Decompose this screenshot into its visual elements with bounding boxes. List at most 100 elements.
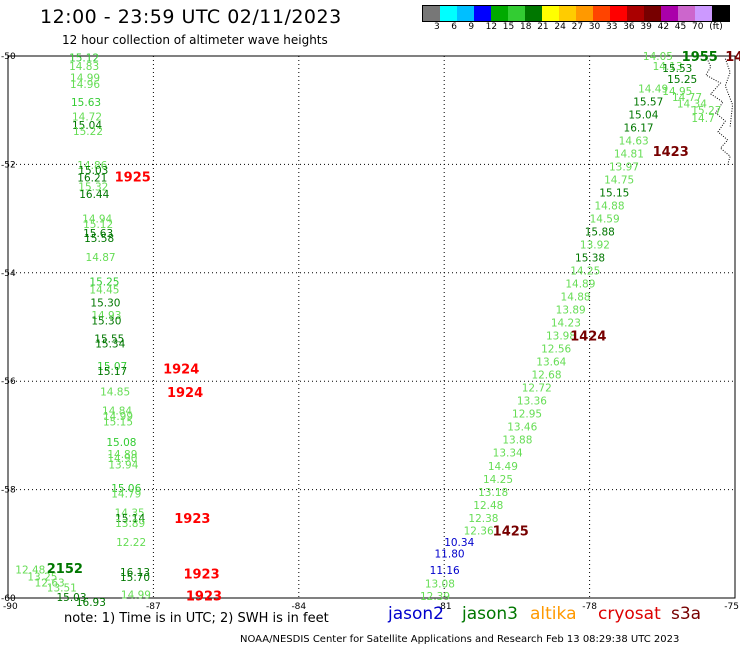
wave-height-label: 14.77 <box>672 92 702 104</box>
map-frame <box>7 55 736 599</box>
legend-label: (ft) <box>709 22 723 32</box>
wave-height-label: 15.53 <box>662 63 692 75</box>
legend-label: 30 <box>588 22 601 32</box>
wave-height-label: 13.64 <box>536 357 566 369</box>
wave-height-label: 13.89 <box>115 518 145 530</box>
time-label: 1923 <box>183 568 219 583</box>
wave-height-label: 13.08 <box>425 578 455 590</box>
wave-height-label: 14.94 <box>82 214 112 226</box>
wave-height-label: 14.87 <box>86 252 116 264</box>
wave-height-label: 15.12 <box>83 219 113 231</box>
y-axis-label: -52 <box>1 160 16 170</box>
satellite-cryosat: cryosat <box>598 604 661 624</box>
wave-height-label: 15.34 <box>95 338 125 350</box>
legend-label: 70 <box>692 22 704 32</box>
wave-height-label: 16.44 <box>79 189 109 201</box>
time-label: 1425 <box>493 524 529 539</box>
wave-height-label: 14.75 <box>604 175 634 187</box>
wave-height-label: 12.56 <box>541 344 571 356</box>
wave-height-label: 15.06 <box>111 483 141 495</box>
wave-height-label: 16.13 <box>120 567 150 579</box>
time-label: 2152 <box>47 562 83 577</box>
wave-height-label: 14.35 <box>115 507 145 519</box>
wave-height-label: 14.99 <box>103 411 133 423</box>
wave-height-label: 15.03 <box>56 592 86 604</box>
wave-height-label: 14.99 <box>121 590 151 602</box>
time-label: 1925 <box>115 170 151 185</box>
wave-height-label: 15.22 <box>73 126 103 138</box>
time-label: 1923 <box>174 512 210 527</box>
x-axis-label: -87 <box>146 602 161 612</box>
satellite-jason3: jason3 <box>462 604 518 624</box>
wave-height-label: 13.94 <box>108 460 138 472</box>
wave-height-label: 14.86 <box>77 160 107 172</box>
legend-swatch <box>440 6 457 21</box>
legend-swatch <box>712 6 729 21</box>
legend-swatch <box>644 6 661 21</box>
legend-swatch <box>457 6 474 21</box>
wave-height-label: 14.89 <box>565 279 595 291</box>
legend-label: 36 <box>623 22 635 32</box>
satellite-jason2: jason2 <box>388 604 444 624</box>
wave-height-label: 14.79 <box>111 488 141 500</box>
wave-height-label: 14.49 <box>638 84 668 96</box>
wave-height-label: 10.34 <box>444 537 474 549</box>
satellite-s3a: s3a <box>671 604 702 624</box>
y-axis-label: -58 <box>1 486 16 496</box>
wave-height-label: 14.90 <box>107 453 137 465</box>
wave-height-label: 14.88 <box>561 292 591 304</box>
wave-height-label: 15.08 <box>106 437 136 449</box>
x-axis-label: -84 <box>291 602 306 612</box>
page-subtitle: 12 hour collection of altimeter wave hei… <box>62 33 328 47</box>
legend-label: 12 <box>485 22 498 32</box>
legend-label: 24 <box>554 22 566 32</box>
wave-height-label: 12.48 <box>15 564 45 576</box>
legend-swatch <box>423 6 440 21</box>
legend-label: 27 <box>571 22 584 32</box>
legend-swatch <box>508 6 525 21</box>
wave-height-label: 16.21 <box>77 172 107 184</box>
x-axis-label: -78 <box>582 602 597 612</box>
wave-height-label: 14.83 <box>69 61 99 73</box>
wave-height-label: 14.93 <box>91 310 121 322</box>
legend-swatch <box>491 6 508 21</box>
wave-height-label: 15.58 <box>84 233 114 245</box>
wave-height-label: 13.36 <box>517 396 547 408</box>
wave-height-label: 14.59 <box>590 214 620 226</box>
wave-height-label: 15.70 <box>120 572 150 584</box>
wave-height-label: 15.14 <box>115 513 145 525</box>
wave-height-label: 12.95 <box>512 409 542 421</box>
legend-label: 45 <box>674 22 687 32</box>
wave-height-label: 14.05 <box>643 51 673 63</box>
wave-height-label: 14.85 <box>100 386 130 398</box>
legend-swatch <box>627 6 644 21</box>
wave-height-label: 14.45 <box>89 285 119 297</box>
page-title: 12:00 - 23:59 UTC 02/11/2023 <box>40 6 342 28</box>
wave-height-label: 13.88 <box>502 435 532 447</box>
legend-swatch <box>678 6 695 21</box>
legend-swatch <box>474 6 491 21</box>
wave-height-label: 14.7 <box>691 113 714 125</box>
wave-height-label: 14.34 <box>677 99 707 111</box>
wave-height-label: 14.49 <box>488 461 518 473</box>
wave-height-label: 13.97 <box>609 162 639 174</box>
legend-swatch <box>542 6 559 21</box>
wave-height-label: 15.55 <box>94 333 124 345</box>
wave-height-label: 14.81 <box>614 149 644 161</box>
legend-label: 33 <box>606 22 618 32</box>
coastline <box>705 55 731 165</box>
wave-height-label: 15.30 <box>90 298 120 310</box>
time-label: 1923 <box>186 589 222 604</box>
wave-height-label: 11.80 <box>435 549 465 561</box>
wave-height-label: 15.38 <box>575 253 605 265</box>
y-axis-label: -50 <box>1 52 16 62</box>
legend-label: 3 <box>434 22 440 32</box>
wave-height-label: 14.72 <box>72 112 102 124</box>
wave-height-label: 15.63 <box>83 228 113 240</box>
legend-label: 18 <box>520 22 532 32</box>
wave-height-label: 15.25 <box>667 74 697 86</box>
legend-swatch <box>576 6 593 21</box>
wave-height-label: 12.38 <box>468 513 498 525</box>
wave-height-label: 13.34 <box>493 448 523 460</box>
